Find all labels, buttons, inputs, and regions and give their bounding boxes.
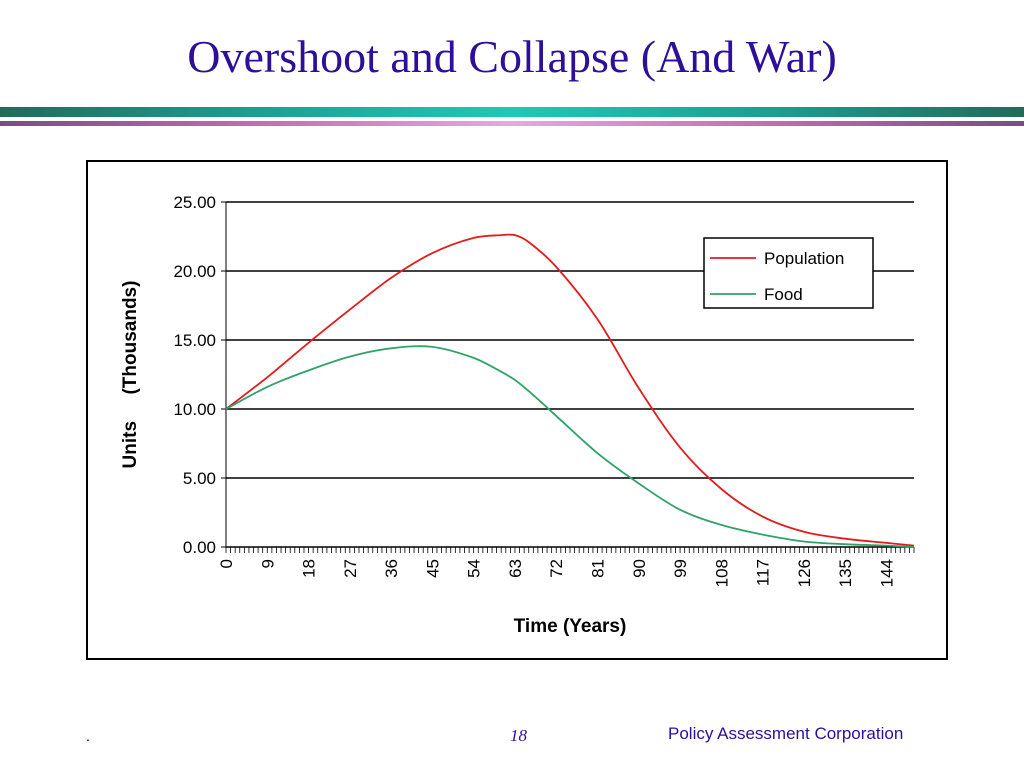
legend-label-food: Food [764,285,803,304]
series-line-population [225,233,915,547]
x-tick-label: 90 [630,559,649,578]
x-tick-label: 9 [258,559,277,568]
y-tick-label: 25.00 [173,193,216,212]
x-tick-label: 27 [341,559,360,578]
x-tick-label: 63 [506,559,525,578]
x-tick-label: 135 [836,559,855,587]
x-tick-label: 45 [423,559,442,578]
x-tick-label: 126 [795,559,814,587]
x-axis-title: Time (Years) [514,616,627,637]
line-chart: 0.00 5.00 10.00 15.00 20.00 25.00 0 9 18 27 36 45 54… [120,193,915,637]
x-tick-label: 144 [877,559,896,587]
legend-box [703,237,874,309]
title-rule-teal [0,107,1024,117]
x-tick-label: 72 [547,559,566,578]
page-number: 18 [510,726,527,745]
x-tick-label: 54 [465,559,484,578]
x-tick-label: 108 [712,559,731,587]
slide-title: Overshoot and Collapse (And War) [187,31,837,82]
x-tick-label: 36 [382,559,401,578]
x-tick-label: 117 [754,559,773,586]
y-tick-label: 10.00 [173,400,216,419]
y-tick-label: 0.00 [183,538,216,557]
chart-frame: 0.00 5.00 10.00 15.00 20.00 25.00 0 9 18 27 36 45 54… [86,160,948,660]
footer-organization: Policy Assessment Corporation [668,724,904,743]
y-axis-title: Units (Thousands) [120,281,141,469]
title-rule-pink [0,121,1024,126]
x-tick-label: 18 [300,559,319,578]
y-tick-label: 20.00 [173,262,216,281]
x-tick-label: 81 [589,559,608,578]
x-tick-label: 0 [217,559,236,568]
series-line-food [225,345,915,548]
y-tick-label: 15.00 [173,331,216,350]
legend-label-population: Population [764,249,844,268]
x-tick-label: 99 [671,559,690,578]
y-tick-label: 5.00 [183,469,216,488]
footer-left: . [86,728,90,744]
